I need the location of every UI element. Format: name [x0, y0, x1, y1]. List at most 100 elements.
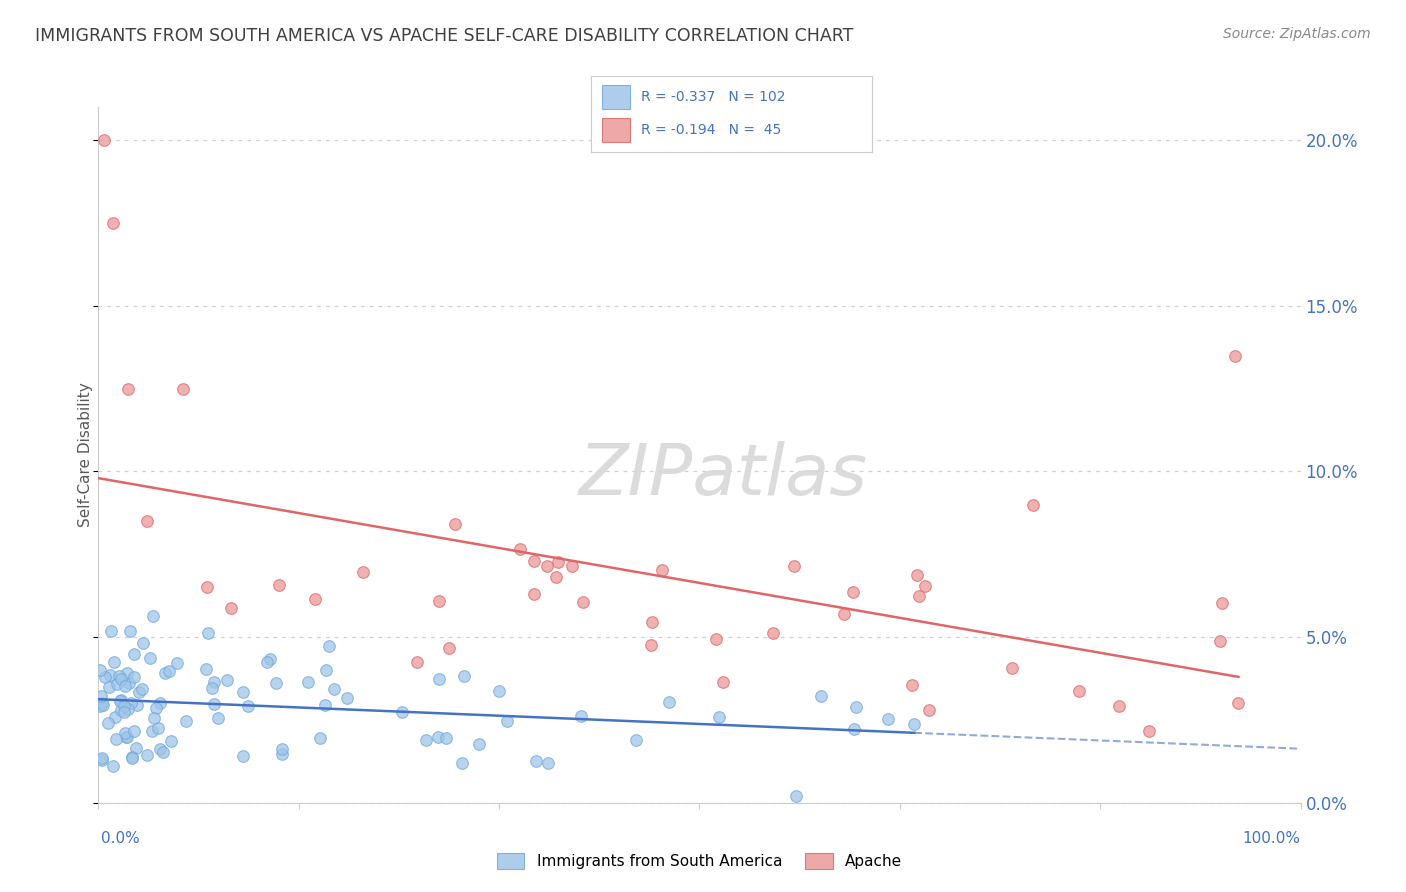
- Point: [509, 541, 531, 556]
- Point: [537, 756, 560, 771]
- Bar: [602, 85, 630, 109]
- Point: [201, 681, 224, 695]
- Point: [101, 216, 124, 230]
- Point: [309, 731, 332, 745]
- Point: [94, 670, 117, 684]
- Point: [121, 751, 143, 765]
- Point: [115, 730, 138, 744]
- Point: [110, 672, 132, 686]
- Point: [427, 672, 450, 686]
- Point: [267, 578, 290, 592]
- Point: [139, 651, 162, 665]
- Point: [314, 698, 336, 713]
- Point: [90, 690, 112, 704]
- Point: [149, 742, 172, 756]
- Point: [141, 724, 163, 739]
- Point: [439, 641, 461, 656]
- Point: [202, 675, 225, 690]
- Text: 100.0%: 100.0%: [1243, 831, 1301, 846]
- Point: [110, 703, 132, 717]
- Text: Source: ZipAtlas.com: Source: ZipAtlas.com: [1223, 27, 1371, 41]
- Point: [845, 700, 868, 714]
- Point: [100, 624, 122, 638]
- Point: [195, 580, 218, 594]
- Point: [832, 607, 855, 621]
- Point: [124, 741, 146, 756]
- Point: [145, 701, 167, 715]
- Point: [236, 699, 259, 714]
- Point: [135, 747, 157, 762]
- Point: [91, 754, 114, 768]
- Point: [467, 737, 489, 751]
- Point: [1211, 596, 1233, 610]
- Point: [783, 558, 806, 573]
- Point: [561, 558, 583, 573]
- Point: [114, 726, 136, 740]
- Point: [536, 558, 558, 573]
- Point: [900, 678, 922, 692]
- Point: [103, 655, 125, 669]
- Point: [103, 758, 125, 772]
- Text: IMMIGRANTS FROM SOUTH AMERICA VS APACHE SELF-CARE DISABILITY CORRELATION CHART: IMMIGRANTS FROM SOUTH AMERICA VS APACHE …: [35, 27, 853, 45]
- Text: 0.0%: 0.0%: [101, 831, 141, 846]
- Point: [405, 656, 427, 670]
- Point: [104, 709, 127, 723]
- Point: [427, 594, 450, 608]
- Point: [110, 692, 132, 706]
- Point: [1067, 684, 1090, 698]
- Point: [89, 664, 111, 678]
- Point: [112, 705, 135, 719]
- Point: [785, 789, 807, 804]
- Point: [1137, 723, 1160, 738]
- Point: [315, 663, 337, 677]
- Point: [546, 570, 568, 584]
- Point: [194, 662, 217, 676]
- Point: [259, 651, 281, 665]
- Point: [640, 638, 662, 652]
- Point: [114, 679, 136, 693]
- Point: [547, 555, 569, 569]
- Point: [810, 690, 832, 704]
- Text: R = -0.337   N = 102: R = -0.337 N = 102: [641, 90, 786, 104]
- Point: [495, 714, 517, 729]
- Point: [89, 698, 111, 713]
- Point: [876, 712, 898, 726]
- Point: [232, 749, 254, 764]
- Point: [146, 721, 169, 735]
- Point: [1108, 698, 1130, 713]
- Y-axis label: Self-Care Disability: Self-Care Disability: [77, 383, 93, 527]
- Point: [98, 680, 121, 694]
- Point: [453, 669, 475, 683]
- Point: [110, 694, 132, 708]
- Point: [207, 711, 229, 725]
- Point: [844, 722, 866, 736]
- Point: [569, 709, 592, 723]
- Point: [108, 669, 131, 683]
- Point: [122, 723, 145, 738]
- Point: [118, 624, 141, 639]
- Point: [125, 698, 148, 712]
- Point: [297, 675, 319, 690]
- Point: [914, 579, 936, 593]
- Point: [1021, 498, 1043, 512]
- Point: [122, 670, 145, 684]
- Point: [709, 710, 731, 724]
- Point: [571, 594, 593, 608]
- Point: [271, 747, 294, 762]
- Point: [90, 696, 112, 710]
- Point: [651, 563, 673, 577]
- Point: [271, 742, 294, 756]
- Point: [415, 733, 437, 747]
- Point: [120, 696, 142, 710]
- Point: [172, 382, 194, 396]
- Point: [174, 714, 197, 728]
- Point: [624, 732, 647, 747]
- Bar: [602, 118, 630, 142]
- Point: [658, 695, 681, 709]
- Point: [112, 698, 135, 713]
- Point: [157, 664, 180, 678]
- Point: [908, 589, 931, 603]
- Point: [148, 696, 170, 710]
- Point: [197, 625, 219, 640]
- Point: [91, 698, 114, 712]
